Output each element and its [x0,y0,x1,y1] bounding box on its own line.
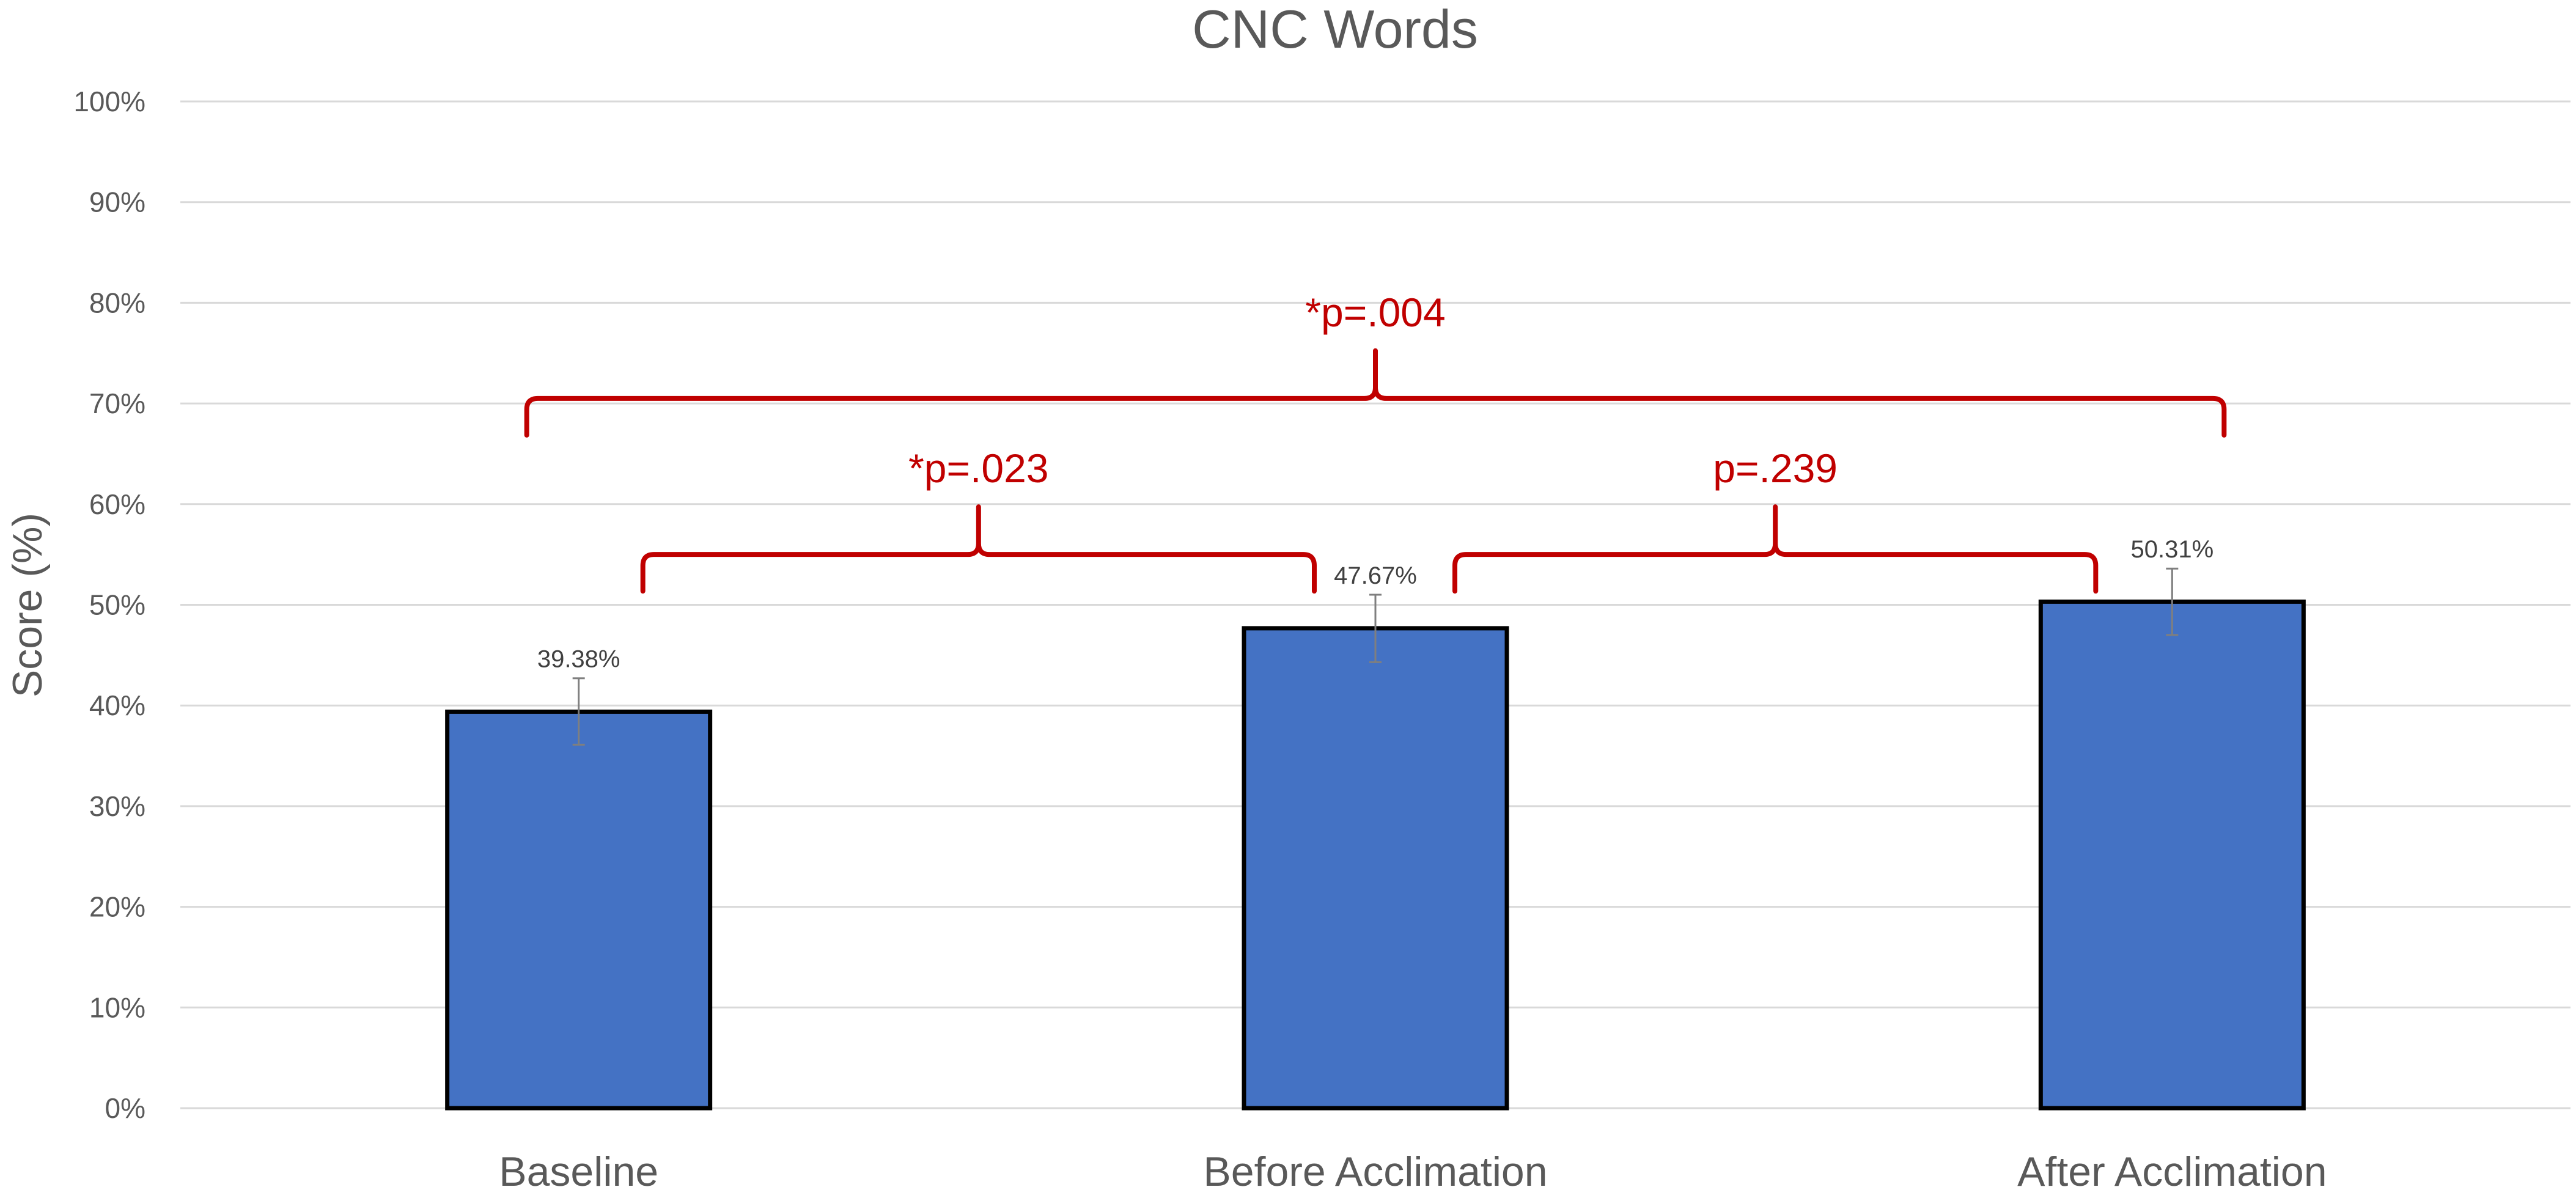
y-tick-label: 60% [89,488,145,520]
chart-title: CNC Words [1192,0,1478,59]
error-bars [572,567,2179,746]
x-axis-ticks: Baseline Before Acclimation After Acclimat… [499,1148,2327,1195]
data-label: 50.31% [2130,536,2214,563]
bar [1242,626,1509,1111]
y-tick-label: 40% [89,689,145,721]
bar [2038,599,2306,1111]
significance-bracket [1452,504,2099,594]
y-tick-label: 30% [89,790,145,822]
y-tick-label: 100% [73,86,145,117]
y-axis-title: Score (%) [4,513,51,697]
y-tick-label: 50% [89,589,145,621]
y-tick-label: 70% [89,388,145,419]
x-tick-label: After Acclimation [2017,1148,2327,1195]
data-label: 39.38% [537,646,620,673]
y-tick-label: 10% [89,991,145,1023]
error-bar [572,677,585,746]
significance-label: *p=.023 [908,446,1048,491]
y-tick-label: 20% [89,891,145,923]
x-tick-label: Before Acclimation [1203,1148,1547,1195]
x-tick-label: Baseline [499,1148,658,1195]
y-tick-label: 90% [89,186,145,218]
significance-annotations: *p=.023 p=.239 *p=.004 [524,290,2227,594]
significance-label: p=.239 [1713,446,1838,491]
y-axis-ticks: 0% 10% 20% 30% 40% 50% 60% 70% 80% 90% 100% [73,86,145,1124]
data-label: 47.67% [1334,562,1417,589]
error-bar [2166,567,2179,636]
y-tick-label: 0% [105,1092,145,1124]
bar [445,709,713,1111]
significance-bracket [524,348,2227,438]
error-bar [1369,593,1382,663]
significance-label: *p=.004 [1305,290,1445,335]
bars [445,599,2306,1111]
data-labels: 39.38% 47.67% 50.31% [537,536,2214,673]
y-tick-label: 80% [89,287,145,318]
significance-bracket [640,504,1317,594]
